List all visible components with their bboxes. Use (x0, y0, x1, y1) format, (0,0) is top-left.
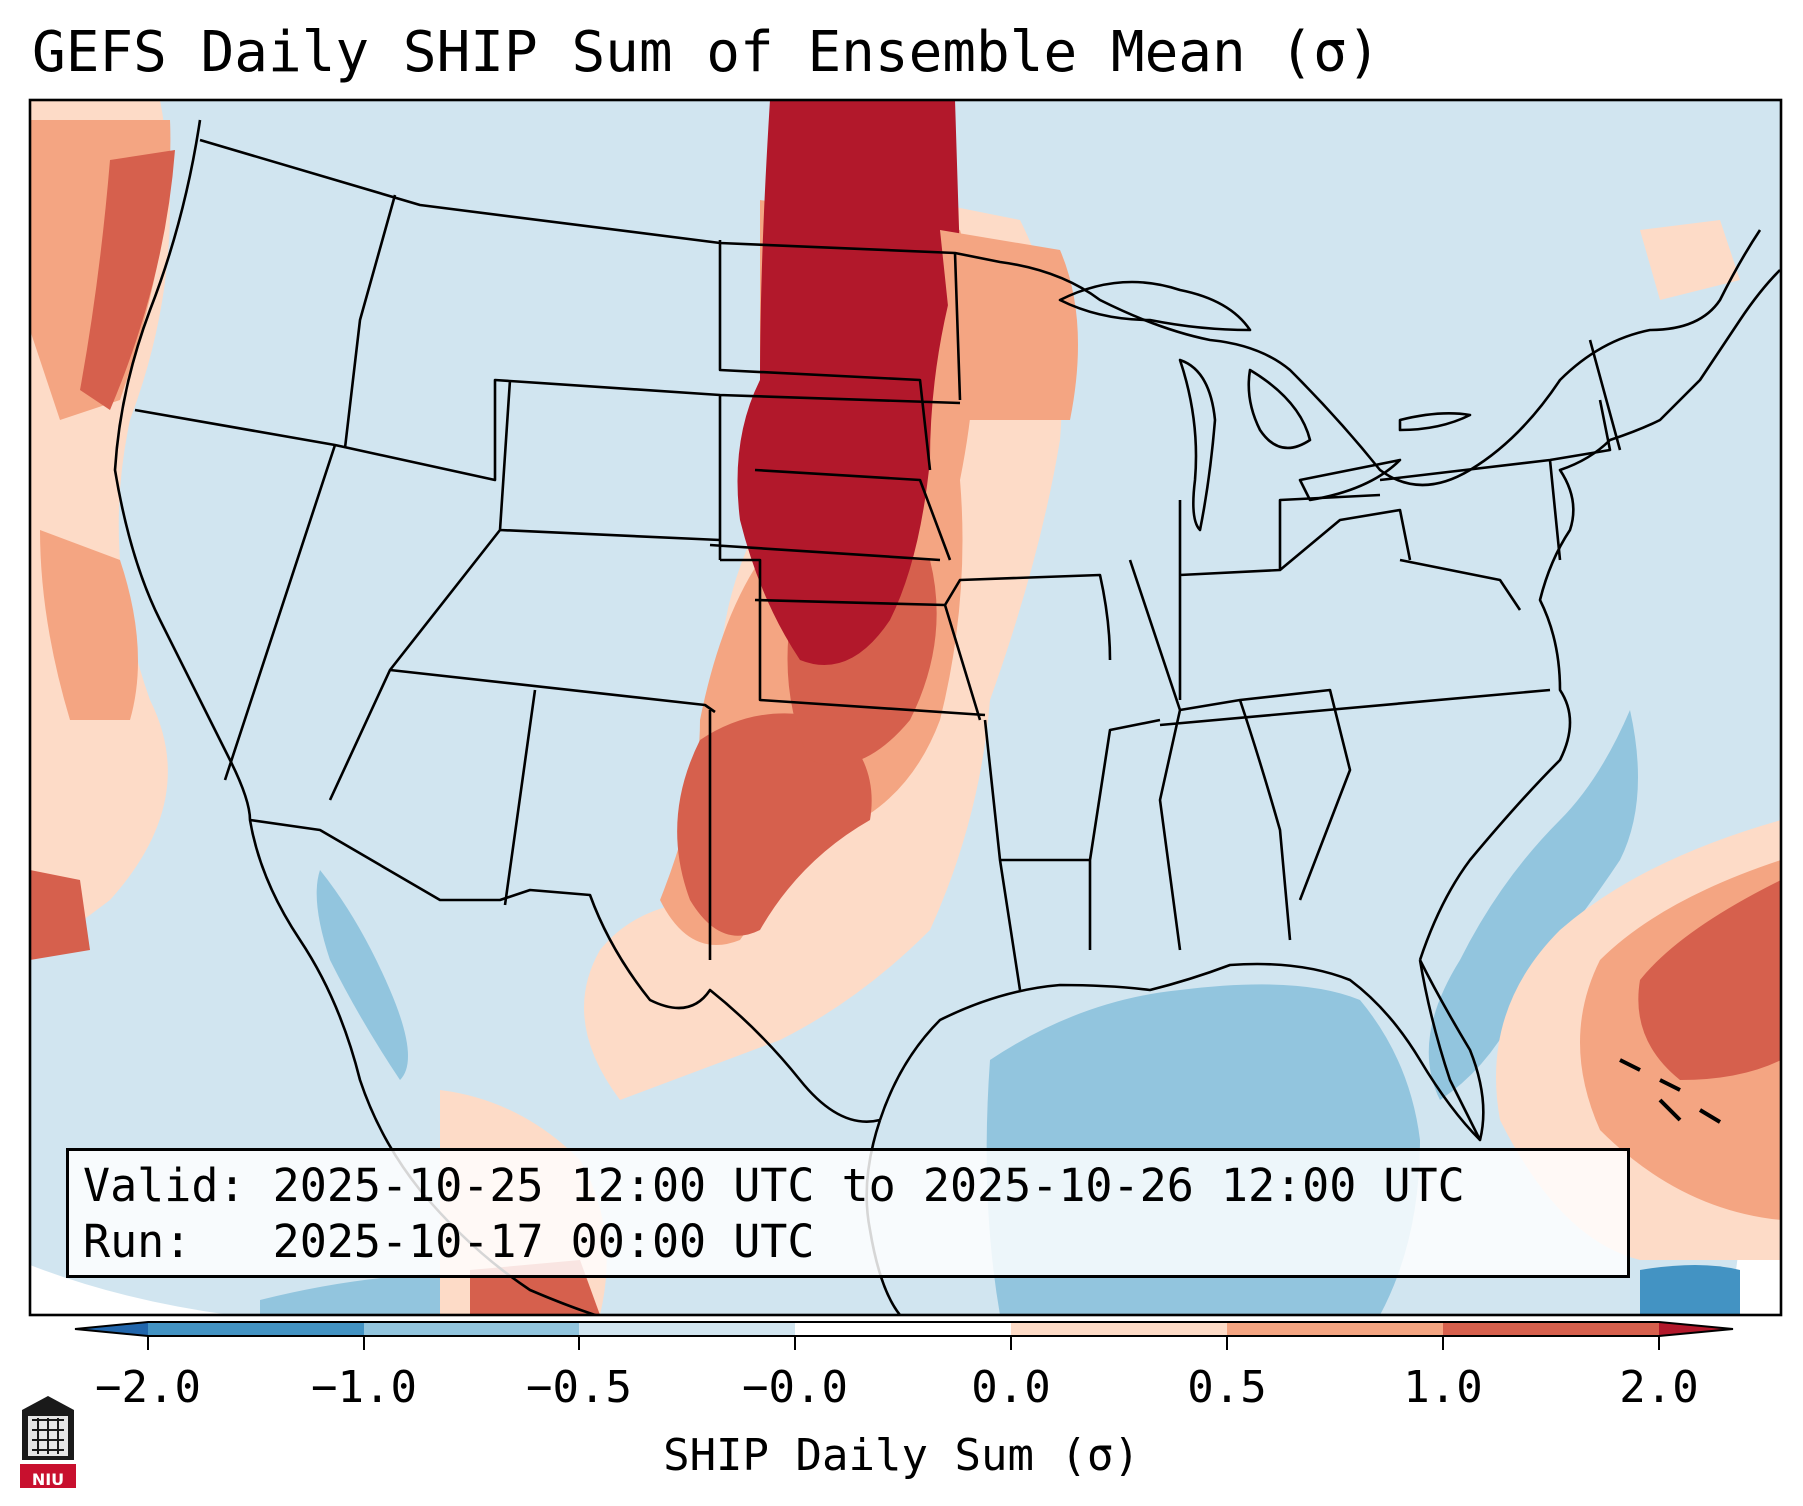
colorbar-tick-label: 1.0 (1403, 1362, 1483, 1413)
colorbar-segment-6 (1443, 1322, 1659, 1336)
state-lines (134, 194, 1622, 991)
niu-logo-text: NIU (31, 1470, 65, 1489)
colorbar-segment-3 (795, 1322, 1011, 1336)
ne-canada-light (1640, 220, 1740, 300)
colorbar-tick-label: −1.0 (311, 1362, 417, 1413)
colorbar-tick-label: 0.5 (1187, 1362, 1267, 1413)
colorbar-tick-label: 2.0 (1619, 1362, 1699, 1413)
florida (1418, 959, 1482, 1141)
gulf-california-min (316, 870, 408, 1080)
info-box: Valid: 2025-10-25 12:00 UTC to 2025-10-2… (66, 1148, 1630, 1278)
minnesota-light (940, 230, 1078, 420)
atlantic-coast (1418, 269, 1781, 961)
colorbar-segment-0 (148, 1322, 364, 1336)
lake-huron (1247, 368, 1312, 450)
colorbar-tick-label: 0.0 (971, 1362, 1051, 1413)
colorbar-extend-left (75, 1322, 148, 1336)
lake-ontario (1398, 412, 1472, 432)
figure-title: GEFS Daily SHIP Sum of Ensemble Mean (σ) (32, 20, 1381, 85)
run-time-text: Run: 2025-10-17 00:00 UTC (83, 1215, 815, 1268)
pacific-band-strong (80, 150, 175, 410)
us-canada-border (199, 138, 1762, 487)
colorbar-segment-2 (579, 1322, 795, 1336)
colorbar-segment-4 (1011, 1322, 1227, 1336)
valid-time-text: Valid: 2025-10-25 12:00 UTC to 2025-10-2… (83, 1159, 1465, 1212)
niu-logo-icon (20, 1396, 76, 1488)
pacific-band-south (40, 530, 138, 720)
us-mexico-border (249, 818, 881, 1123)
colorbar-tick-label: −0.5 (526, 1362, 632, 1413)
lake-erie (1298, 458, 1402, 502)
colorbar-segment-1 (364, 1322, 579, 1336)
colorbar-segment-5 (1227, 1322, 1443, 1336)
colorbar-extend-right (1659, 1322, 1733, 1336)
bahamas (1619, 1058, 1722, 1124)
lake-michigan (1178, 358, 1217, 532)
colorbar (74, 1321, 1734, 1350)
lake-superior (1058, 280, 1252, 332)
niu-logo: NIU (18, 1390, 78, 1490)
boundaries-layer (113, 119, 1781, 1315)
north-plains-max (737, 100, 960, 665)
pacific-band-south-2 (30, 870, 90, 960)
atlantic-max-strong (1638, 880, 1781, 1080)
oklahoma-texas-strong (677, 713, 872, 936)
atlantic-min (1428, 710, 1638, 1100)
gulf-coast (878, 959, 1485, 1142)
colorbar-tick-label: −2.0 (95, 1362, 201, 1413)
map-frame (28, 98, 1783, 1317)
colorbar-label: SHIP Daily Sum (σ) (663, 1430, 1140, 1481)
colorbar-ticks (147, 1336, 1660, 1350)
field-layer (30, 100, 1781, 1315)
caribbean-min (1640, 1265, 1740, 1315)
domain-edge-left (30, 1265, 230, 1315)
colorbar-tick-label: −0.0 (742, 1362, 848, 1413)
